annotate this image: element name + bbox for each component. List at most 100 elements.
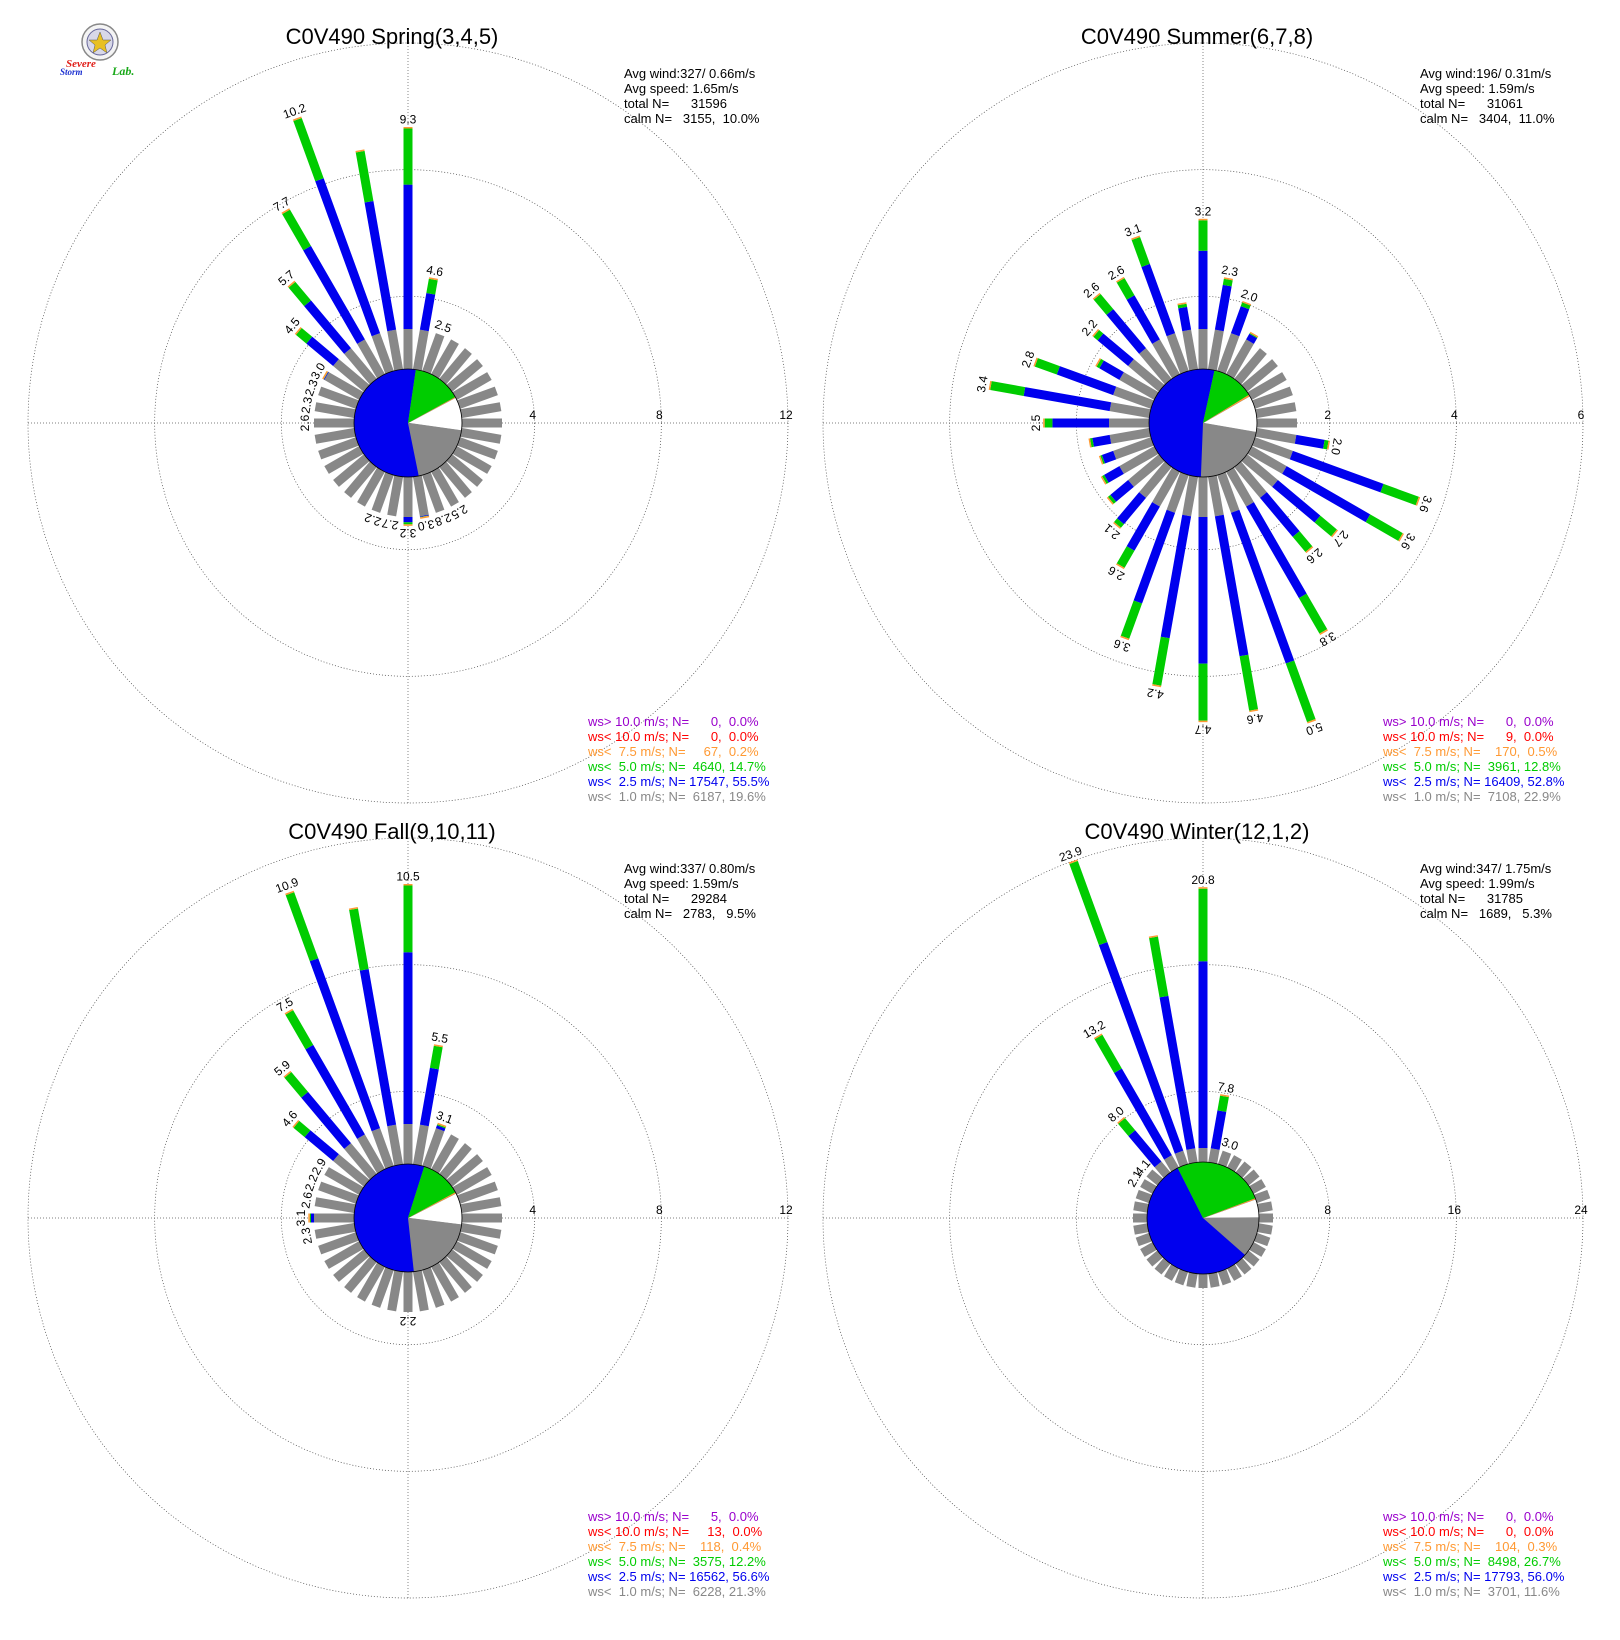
ring-label: 8 xyxy=(1324,1203,1331,1217)
bar-value-label: 2.3 xyxy=(298,1226,315,1245)
bar-segment-lt7_5 xyxy=(1331,529,1339,538)
bar-segment-lt7_5 xyxy=(348,907,358,911)
bar-segment-lt5 xyxy=(282,209,311,251)
bar-segment-lt7_5 xyxy=(355,149,365,153)
bar-segment-lt2_5 xyxy=(1098,942,1184,1154)
ring-label: 12 xyxy=(779,408,793,422)
bar-segment-lt7_5 xyxy=(1398,533,1405,542)
bar-segment-lt7_5 xyxy=(1095,358,1102,367)
bar-segment-lt7_5 xyxy=(403,884,413,886)
bar-segment-lt5 xyxy=(288,281,311,307)
legend-entry: ws< 10.0 m/s; N= 13, 0.0% xyxy=(587,1524,763,1539)
bar-segment-lt7_5 xyxy=(1307,719,1317,724)
bar-segment-lt7_5 xyxy=(284,1008,294,1015)
severe-storm-lab-logo: Severe Storm Lab. xyxy=(54,22,146,84)
bar-segment-lt5 xyxy=(1044,418,1053,428)
legend-entry: ws< 7.5 m/s; N= 118, 0.4% xyxy=(587,1539,762,1554)
bar-value-label: 2.8 xyxy=(433,510,454,529)
bar-segment-lt7_5 xyxy=(1305,546,1314,554)
bar-segment-lt2_5 xyxy=(1294,434,1325,449)
bar-value-label: 2.8 xyxy=(1019,349,1038,370)
bar-value-label: 4.2 xyxy=(1146,685,1165,702)
bar-segment-lt2_5 xyxy=(1198,961,1208,1148)
legend-entry: ws> 10.0 m/s; N= 5, 0.0% xyxy=(587,1509,759,1524)
bar-segment-lt7_5 xyxy=(308,1213,310,1223)
bar-segment-lt5 xyxy=(309,1213,312,1223)
bar-segment-lt5 xyxy=(426,278,438,295)
bar-segment-lt2_5 xyxy=(1230,306,1250,337)
bar-value-label: 9.3 xyxy=(400,113,417,127)
bar-segment-lt2_5 xyxy=(1159,995,1196,1150)
pie-slice-lt7_5 xyxy=(1203,394,1250,423)
bar-segment-lt5 xyxy=(436,1124,446,1129)
bar-value-label: 4.7 xyxy=(1194,722,1211,736)
bar-segment-lt5 xyxy=(349,908,369,971)
seal-icon xyxy=(81,23,119,61)
bar-segment-lt5 xyxy=(293,117,324,182)
bar-segment-lt5 xyxy=(1177,303,1188,309)
bar-segment-lt5 xyxy=(293,1120,311,1138)
bar-value-label: 3.0 xyxy=(416,517,435,534)
bar-segment-lt2_5 xyxy=(1056,366,1117,396)
bar-segment-lt7_5 xyxy=(322,370,328,380)
bar-segment-lt7_5 xyxy=(285,890,295,896)
bar-segment-lt7_5 xyxy=(287,280,296,288)
bar-segment-lt2_5 xyxy=(303,245,365,344)
pie-slice-lt5 xyxy=(408,1166,456,1218)
stats-line: calm N= 3404, 11.0% xyxy=(1420,111,1555,126)
ring-label: 24 xyxy=(1574,1203,1588,1217)
bar-segment-lt2_5 xyxy=(1198,517,1208,664)
bar-value-label: 7.8 xyxy=(1217,1079,1236,1096)
windrose-panel: 2 4 63.22.32.02.03.63.62.72.63.85.04.64.74… xyxy=(822,24,1585,804)
bar-segment-lt2_5 xyxy=(1104,466,1124,483)
bar-segment-lt2_5 xyxy=(315,178,381,337)
bar-value-label: 10.5 xyxy=(396,870,420,884)
bar-segment-lt5 xyxy=(1314,515,1337,537)
legend-entry: ws< 1.0 m/s; N= 6187, 19.6% xyxy=(587,789,766,804)
pie-slice-lt1 xyxy=(1200,423,1257,478)
bar-segment-lt5 xyxy=(1198,663,1208,721)
bar-value-label: 2.7 xyxy=(380,516,399,533)
legend-entry: ws< 7.5 m/s; N= 104, 0.3% xyxy=(1382,1539,1558,1554)
ring-circle xyxy=(280,295,536,551)
bar-segment-lt7_5 xyxy=(1098,455,1104,465)
bar-segment-lt7_5 xyxy=(1092,329,1100,337)
bar-segment-lt7_5 xyxy=(1033,357,1038,367)
bar-segment-lt2_5 xyxy=(1198,250,1208,329)
bar-value-label: 20.8 xyxy=(1191,873,1215,887)
bar-segment-lt5 xyxy=(295,327,313,344)
bar-value-label: 2.2 xyxy=(362,510,383,529)
stats-line: total N= 31785 xyxy=(1420,891,1523,906)
pie-outline xyxy=(1146,1161,1260,1275)
ring-label: 2 xyxy=(1324,408,1331,422)
bar-value-label: 3.4 xyxy=(974,374,991,393)
bar-segment-lt5 xyxy=(1131,236,1150,267)
bar-segment-lt5 xyxy=(1069,860,1108,946)
bar-segment-lt2_5 xyxy=(323,371,329,380)
logo-word-lab: Lab. xyxy=(112,64,135,78)
panel-title: C0V490 Summer(6,7,8) xyxy=(1081,24,1313,49)
bar-segment-lt7_5 xyxy=(1131,235,1141,241)
bar-value-label: 2.3 xyxy=(1220,263,1239,280)
bar-segment-lt7_5 xyxy=(1415,496,1421,506)
bar-segment-lt5 xyxy=(355,150,374,203)
ring-circle xyxy=(27,42,789,804)
bar-segment-lt2_5 xyxy=(1214,514,1249,657)
legend-entry: ws< 2.5 m/s; N= 16409, 52.8% xyxy=(1382,774,1565,789)
bar-segment-lt2_5 xyxy=(1259,492,1300,537)
legend-entry: ws< 5.0 m/s; N= 4640, 14.7% xyxy=(587,759,766,774)
bar-segment-lt7_5 xyxy=(292,116,302,122)
bar-segment-lt7_5 xyxy=(1068,859,1078,864)
bar-value-label: 2.2 xyxy=(302,1172,321,1193)
bar-segment-lt7_5 xyxy=(1113,521,1121,529)
windrose-panel: 4 8 129.34.62.52.52.83.03.22.72.22.62.32.3… xyxy=(27,24,793,804)
legend-entry: ws< 10.0 m/s; N= 0, 0.0% xyxy=(587,729,759,744)
bar-value-label: 23.9 xyxy=(1057,843,1084,864)
bar-segment-lt5 xyxy=(1114,518,1124,528)
bar-segment-lt7_5 xyxy=(281,208,290,215)
bar-segment-lt2_5 xyxy=(304,1130,339,1162)
legend-entry: ws< 2.5 m/s; N= 16562, 56.6% xyxy=(587,1569,770,1584)
ring-circle xyxy=(154,169,662,677)
stats-line: Avg speed: 1.65m/s xyxy=(624,81,739,96)
